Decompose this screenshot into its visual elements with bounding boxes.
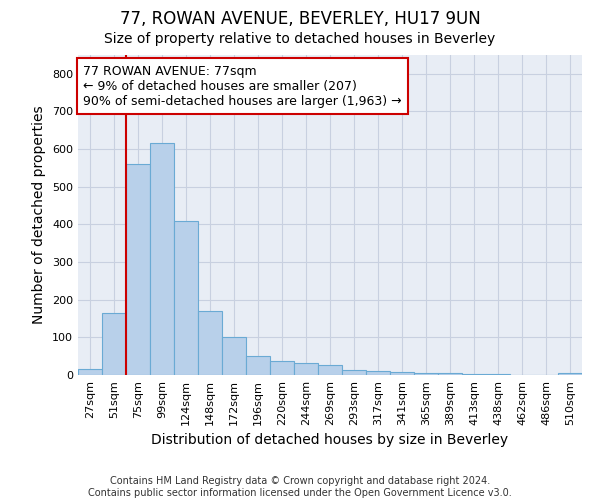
Bar	[270, 360, 294, 375]
Bar	[342, 370, 366, 375]
Bar	[390, 372, 414, 375]
Bar	[294, 362, 318, 375]
Bar	[414, 373, 438, 375]
Bar	[486, 374, 510, 375]
Bar	[102, 313, 126, 375]
Bar	[198, 311, 222, 375]
Bar	[558, 373, 582, 375]
Bar	[174, 220, 198, 375]
Bar	[78, 370, 102, 375]
X-axis label: Distribution of detached houses by size in Beverley: Distribution of detached houses by size …	[151, 434, 509, 448]
Text: 77 ROWAN AVENUE: 77sqm
← 9% of detached houses are smaller (207)
90% of semi-det: 77 ROWAN AVENUE: 77sqm ← 9% of detached …	[83, 64, 401, 108]
Bar	[222, 338, 246, 375]
Y-axis label: Number of detached properties: Number of detached properties	[32, 106, 46, 324]
Bar	[366, 371, 390, 375]
Bar	[462, 374, 486, 375]
Bar	[438, 374, 462, 375]
Text: Contains HM Land Registry data © Crown copyright and database right 2024.
Contai: Contains HM Land Registry data © Crown c…	[88, 476, 512, 498]
Bar	[150, 144, 174, 375]
Bar	[318, 365, 342, 375]
Bar	[126, 164, 150, 375]
Bar	[246, 356, 270, 375]
Text: Size of property relative to detached houses in Beverley: Size of property relative to detached ho…	[104, 32, 496, 46]
Text: 77, ROWAN AVENUE, BEVERLEY, HU17 9UN: 77, ROWAN AVENUE, BEVERLEY, HU17 9UN	[119, 10, 481, 28]
